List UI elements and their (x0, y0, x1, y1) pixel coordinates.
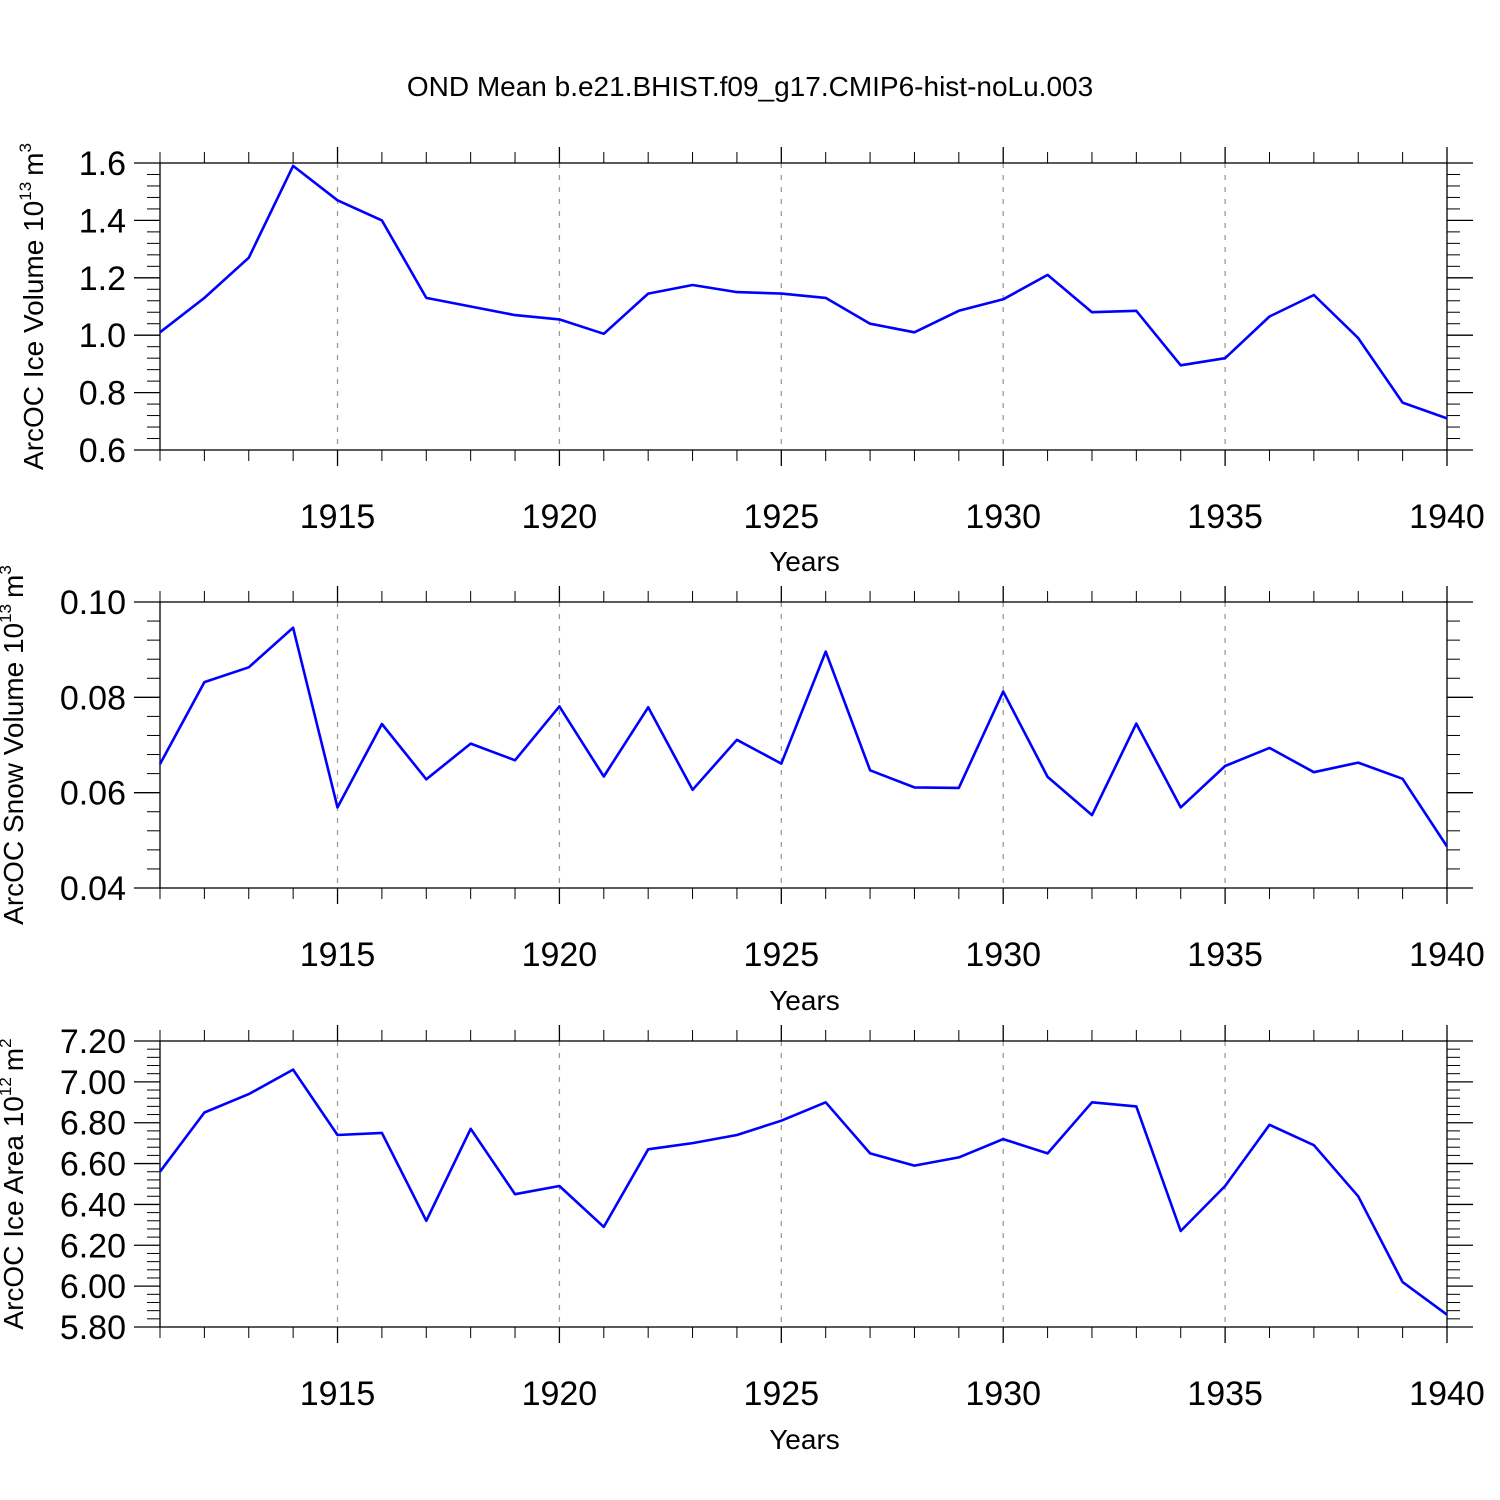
x-axis-label: Years (769, 546, 840, 577)
y-tick-label: 6.60 (60, 1146, 126, 1184)
x-tick-label: 1940 (1409, 936, 1485, 974)
series-line (159, 164, 1448, 420)
y-tick-label: 7.00 (60, 1064, 126, 1102)
x-tick-label: 1935 (1187, 498, 1263, 536)
y-axis-label: ArcOC Ice Area 1012m2 (0, 1038, 29, 1329)
x-tick-label: 1925 (743, 936, 819, 974)
x-tick-label: 1925 (743, 498, 819, 536)
x-tick-label: 1930 (965, 498, 1041, 536)
y-tick-label: 0.8 (79, 375, 126, 413)
y-tick-label: 1.2 (79, 260, 126, 298)
y-axis-label: ArcOC Ice Volume 1013m3 (16, 143, 49, 470)
x-tick-label: 1935 (1187, 1375, 1263, 1413)
panel-2: 0.04 0.06 0.08 0.10 1915 1920 1925 1930 1935 1940… (0, 565, 1485, 1016)
x-tick-label: 1915 (300, 936, 376, 974)
series-line (158, 626, 1449, 848)
y-tick-label: 6.40 (60, 1186, 126, 1224)
x-tick-label: 1920 (522, 1375, 598, 1413)
x-tick-label: 1930 (965, 936, 1041, 974)
x-tick-label: 1915 (300, 1375, 376, 1413)
x-tick-label: 1930 (965, 1375, 1041, 1413)
y-tick-label: 6.20 (60, 1227, 126, 1265)
y-tick-label: 5.80 (60, 1309, 126, 1347)
y-tick-label: 1.4 (79, 202, 126, 240)
chart-title: OND Mean b.e21.BHIST.f09_g17.CMIP6-hist-… (407, 71, 1093, 102)
y-tick-label: 6.80 (60, 1105, 126, 1143)
y-tick-label: 6.00 (60, 1268, 126, 1306)
panel-1: 0.6 0.8 1.0 1.2 1.4 1.6 1915 1920 1925 1930 1935 19… (16, 143, 1485, 577)
y-tick-label: 0.08 (60, 679, 126, 717)
y-tick-label: 7.20 (60, 1023, 126, 1061)
y-tick-label: 0.06 (60, 775, 126, 813)
x-tick-label: 1915 (300, 498, 376, 536)
x-tick-label: 1925 (743, 1375, 819, 1413)
y-tick-label: 1.6 (79, 145, 126, 183)
plot-frame (159, 1040, 1448, 1328)
plot-frame (159, 601, 1448, 889)
panel-3: 5.806.006.206.406.606.807.007.20 1915 1920… (0, 1023, 1485, 1455)
y-tick-label: 0.6 (79, 432, 126, 470)
x-tick-label: 1920 (522, 936, 598, 974)
y-tick-label: 1.0 (79, 317, 126, 355)
series-line (158, 1068, 1448, 1316)
y-tick-label: 0.04 (60, 870, 126, 908)
x-axis-label: Years (769, 985, 840, 1016)
x-tick-label: 1935 (1187, 936, 1263, 974)
x-tick-label: 1940 (1409, 498, 1485, 536)
plot-frame (159, 162, 1448, 451)
y-tick-label: 0.10 (60, 584, 126, 622)
x-tick-label: 1940 (1409, 1375, 1485, 1413)
x-tick-label: 1920 (522, 498, 598, 536)
x-axis-label: Years (769, 1424, 840, 1455)
y-axis-label: ArcOC Snow Volume 1013m3 (0, 565, 29, 925)
